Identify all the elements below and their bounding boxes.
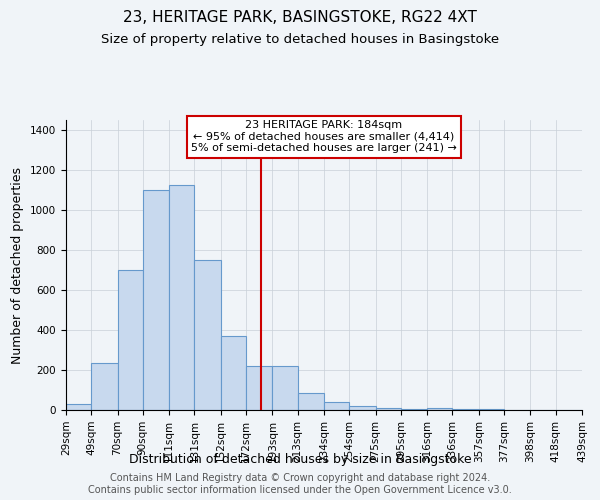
Bar xyxy=(298,393,324,410)
Bar xyxy=(246,366,272,410)
Bar xyxy=(272,366,298,410)
Bar xyxy=(427,408,452,410)
Text: Contains HM Land Registry data © Crown copyright and database right 2024.
Contai: Contains HM Land Registry data © Crown c… xyxy=(88,474,512,495)
Bar xyxy=(221,336,246,410)
Bar xyxy=(143,190,169,410)
Bar xyxy=(349,406,376,410)
Bar xyxy=(118,270,143,410)
Bar xyxy=(169,185,194,410)
Bar xyxy=(194,260,221,410)
Y-axis label: Number of detached properties: Number of detached properties xyxy=(11,166,25,364)
Bar xyxy=(66,404,91,410)
Text: Size of property relative to detached houses in Basingstoke: Size of property relative to detached ho… xyxy=(101,32,499,46)
Bar xyxy=(324,402,349,410)
Text: 23, HERITAGE PARK, BASINGSTOKE, RG22 4XT: 23, HERITAGE PARK, BASINGSTOKE, RG22 4XT xyxy=(123,10,477,25)
Bar xyxy=(376,408,401,410)
Text: Distribution of detached houses by size in Basingstoke: Distribution of detached houses by size … xyxy=(128,452,472,466)
Text: 23 HERITAGE PARK: 184sqm
← 95% of detached houses are smaller (4,414)
5% of semi: 23 HERITAGE PARK: 184sqm ← 95% of detach… xyxy=(191,120,457,153)
Bar xyxy=(91,363,118,410)
Bar xyxy=(401,409,427,410)
